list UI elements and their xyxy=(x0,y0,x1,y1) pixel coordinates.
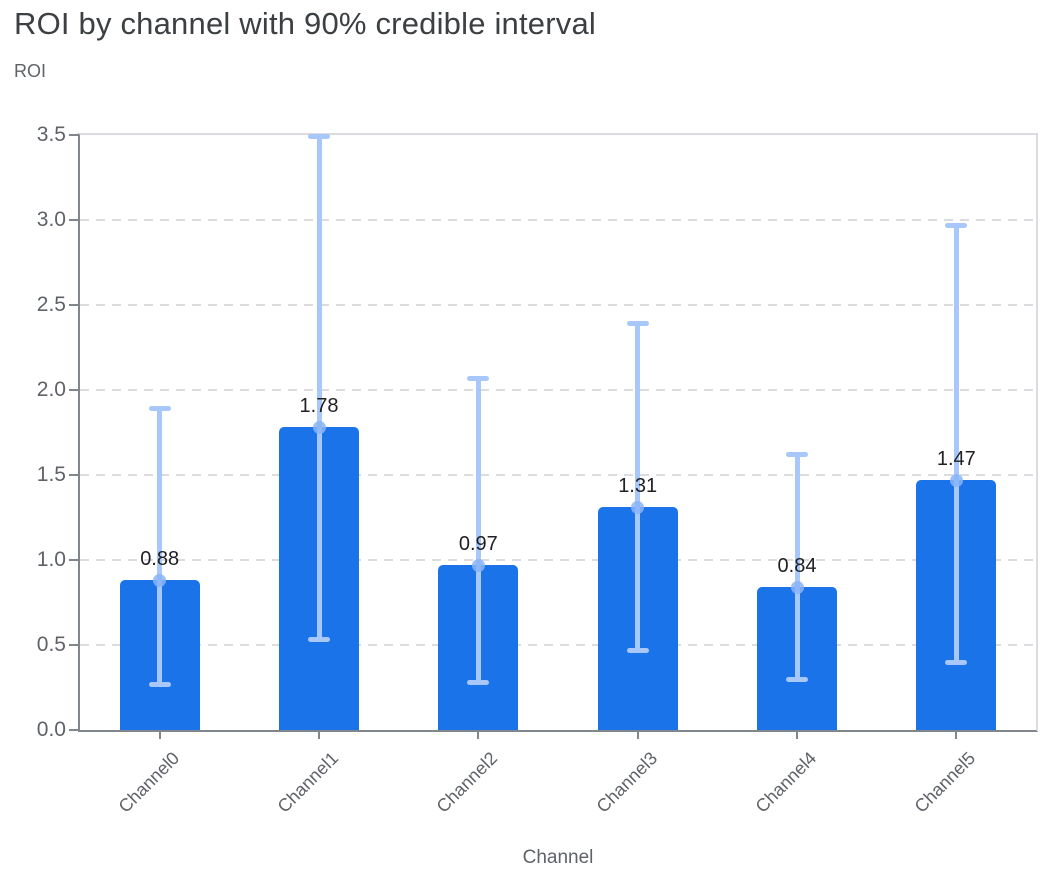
y-axis-title: ROI xyxy=(14,61,47,81)
gridline xyxy=(80,474,1036,476)
x-tick-label: Channel3 xyxy=(592,748,661,817)
error-bar-cap-lower xyxy=(786,676,808,682)
x-tick-label: Channel4 xyxy=(751,748,821,817)
plot-area: 0.88 1.78 0.97 1.31 0.84 1.47 xyxy=(78,133,1038,732)
x-tick-mark xyxy=(318,731,320,739)
bar-value-label: 1.47 xyxy=(936,448,976,471)
x-tick-mark xyxy=(955,731,958,739)
y-tick-mark xyxy=(69,644,78,646)
y-tick-mark xyxy=(69,729,78,731)
error-bar-cap-upper xyxy=(308,134,330,140)
gridline xyxy=(80,644,1036,646)
gridline xyxy=(80,389,1036,391)
error-bar-marker xyxy=(153,573,167,587)
y-tick-mark xyxy=(69,559,78,561)
y-tick-mark xyxy=(69,219,78,221)
error-bar-cap-upper xyxy=(148,406,171,412)
y-tick-label: 2.0 xyxy=(36,378,66,401)
error-bar-line xyxy=(953,225,959,662)
y-tick-label: 1.0 xyxy=(36,548,66,571)
y-tick-label: 0.0 xyxy=(36,718,66,741)
y-tick-label: 3.0 xyxy=(36,208,66,231)
chart-title: ROI by channel with 90% credible interva… xyxy=(14,6,596,41)
x-axis-title: Channel xyxy=(522,847,594,868)
y-tick-mark xyxy=(69,134,78,136)
x-tick-mark xyxy=(158,731,161,739)
error-bar-cap-lower xyxy=(626,647,649,653)
error-bar-line xyxy=(157,408,163,685)
error-bar-cap-upper xyxy=(467,375,490,381)
y-tick-label: 3.5 xyxy=(36,123,66,146)
y-tick-mark xyxy=(69,474,78,476)
error-bar-marker xyxy=(631,500,645,514)
y-tick-label: 2.5 xyxy=(36,293,66,316)
y-tick-label: 1.5 xyxy=(36,463,66,486)
gridline xyxy=(80,304,1036,306)
x-tick-mark xyxy=(636,731,639,739)
error-bar-marker xyxy=(471,558,485,572)
error-bar-marker xyxy=(949,473,963,487)
x-tick-label: Channel5 xyxy=(910,748,980,817)
error-bar-line xyxy=(794,454,800,679)
error-bar-line xyxy=(475,378,481,683)
y-tick-mark xyxy=(69,304,78,306)
x-tick-label: Channel0 xyxy=(114,748,183,817)
error-bar-cap-upper xyxy=(945,222,968,228)
x-tick-mark xyxy=(477,731,480,739)
error-bar-cap-upper xyxy=(626,321,649,327)
error-bar-cap-lower xyxy=(148,681,171,687)
error-bar-marker xyxy=(790,580,804,594)
bar-value-label: 0.97 xyxy=(458,533,498,556)
error-bar-marker xyxy=(312,420,326,434)
gridline xyxy=(80,219,1036,221)
bar-value-label: 0.84 xyxy=(777,555,817,578)
bar-value-label: 1.31 xyxy=(618,475,658,498)
x-tick-mark xyxy=(796,731,798,739)
y-tick-label: 0.5 xyxy=(36,633,66,656)
y-tick-mark xyxy=(69,389,78,391)
error-bar-cap-lower xyxy=(308,637,330,643)
error-bar-line xyxy=(316,136,322,640)
error-bar-cap-lower xyxy=(467,679,490,685)
bar-value-label: 0.88 xyxy=(140,548,180,571)
error-bar-cap-lower xyxy=(945,659,968,665)
bar-value-label: 1.78 xyxy=(299,395,339,418)
gridline xyxy=(80,559,1036,561)
error-bar-cap-upper xyxy=(786,452,808,458)
x-tick-label: Channel2 xyxy=(432,748,502,817)
error-bar-line xyxy=(635,323,641,651)
x-tick-label: Channel1 xyxy=(273,748,343,817)
